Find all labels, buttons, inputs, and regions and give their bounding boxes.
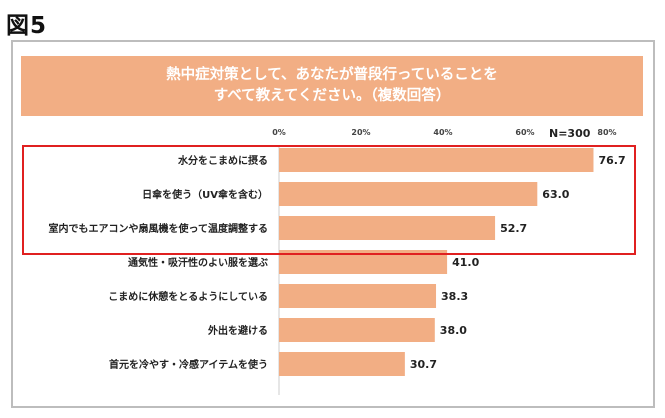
category-label: 首元を冷やす・冷感アイテムを使う bbox=[109, 358, 268, 371]
sample-size-label: N=300 bbox=[549, 127, 591, 140]
bar bbox=[279, 352, 405, 376]
bar bbox=[279, 148, 594, 172]
bar bbox=[279, 284, 437, 308]
chart-title-line-2: すべて教えてください。（複数回答） bbox=[213, 88, 451, 104]
value-label: 38.0 bbox=[440, 324, 467, 337]
value-label: 76.7 bbox=[598, 154, 625, 167]
x-tick-label: 80% bbox=[597, 128, 616, 137]
x-tick-label: 60% bbox=[515, 128, 534, 137]
value-label: 38.3 bbox=[441, 290, 468, 303]
highlight-box bbox=[22, 145, 636, 255]
figure-label: 図5 bbox=[6, 13, 48, 39]
chart-title-box: 熱中症対策として、あなたが普段行っていることを すべて教えてください。（複数回答… bbox=[21, 56, 643, 116]
value-label: 30.7 bbox=[410, 358, 437, 371]
category-label: 日傘を使う（UV傘を含む） bbox=[142, 188, 268, 201]
category-label: こまめに休憩をとるようにしている bbox=[108, 290, 268, 303]
category-label: 通気性・吸汗性のよい服を選ぶ bbox=[128, 256, 268, 269]
chart-title-line-1: 熱中症対策として、あなたが普段行っていることを bbox=[166, 67, 498, 83]
value-label: 63.0 bbox=[542, 188, 569, 201]
x-axis-ticks: 0% 20% 40% 60% 80% bbox=[272, 128, 616, 137]
x-tick-label: 40% bbox=[433, 128, 452, 137]
bar bbox=[279, 182, 538, 206]
value-label: 41.0 bbox=[452, 256, 479, 269]
x-tick-label: 20% bbox=[351, 128, 370, 137]
x-tick-label: 0% bbox=[272, 128, 286, 137]
category-label: 外出を避ける bbox=[207, 324, 268, 337]
bar bbox=[279, 318, 435, 342]
category-label: 室内でもエアコンや扇風機を使って温度調整する bbox=[49, 222, 269, 235]
category-label: 水分をこまめに摂る bbox=[177, 154, 268, 167]
bar bbox=[279, 216, 496, 240]
value-label: 52.7 bbox=[500, 222, 527, 235]
